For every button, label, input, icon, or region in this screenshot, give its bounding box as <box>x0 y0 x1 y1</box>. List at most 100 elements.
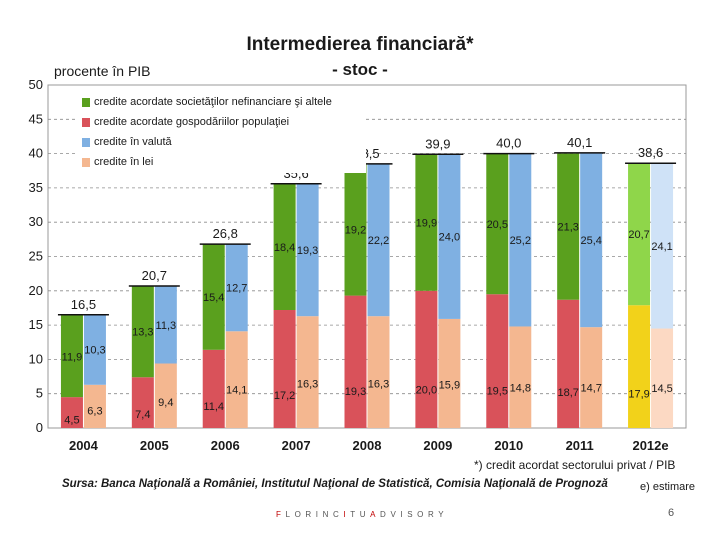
total-label: 26,8 <box>213 226 238 241</box>
bar-label-lei: 16,3 <box>368 378 389 390</box>
bar-label-lei: 14,8 <box>510 382 531 394</box>
y-tick-label: 20 <box>29 283 43 298</box>
bar-label-foreign-currency: 19,3 <box>297 245 318 257</box>
brand-letter: L <box>285 510 295 519</box>
brand-letter: R <box>427 510 439 519</box>
brand-letter: U <box>359 510 371 519</box>
bar-label-nonfinancial: 18,4 <box>274 242 295 254</box>
bar-label-foreign-currency: 22,2 <box>368 235 389 247</box>
page-number: 6 <box>668 507 675 519</box>
x-tick-label: 2004 <box>69 438 99 453</box>
brand-letter: F <box>276 510 286 519</box>
x-tick-label: 2010 <box>494 438 523 453</box>
y-tick-label: 10 <box>29 351 43 366</box>
brand-letter: Y <box>438 510 449 519</box>
bar-label-nonfinancial: 21,3 <box>557 222 578 234</box>
bar-label-households: 20,0 <box>416 385 437 397</box>
bar-nonfinancial <box>486 153 509 295</box>
bar-nonfinancial <box>415 154 438 291</box>
bar-label-nonfinancial: 19,2 <box>345 225 366 237</box>
brand-letter: I <box>343 510 351 519</box>
bar-lei <box>651 328 674 428</box>
bar-label-lei: 9,4 <box>158 397 173 409</box>
bar-lei <box>509 326 532 428</box>
bar-label-lei: 16,3 <box>297 378 318 390</box>
bar-households <box>486 294 509 428</box>
bar-foreign-currency <box>367 163 390 317</box>
bar-label-households: 19,3 <box>345 386 366 398</box>
bar-label-foreign-currency: 11,3 <box>156 320 177 332</box>
brand-letter: V <box>390 510 401 519</box>
bar-nonfinancial <box>131 285 154 378</box>
bar-label-nonfinancial: 15,4 <box>203 292 224 304</box>
bar-label-nonfinancial: 20,7 <box>628 229 649 241</box>
bar-households <box>415 290 438 428</box>
bar-foreign-currency <box>83 314 106 385</box>
bar-label-households: 7,4 <box>135 409 150 421</box>
y-tick-label: 50 <box>29 77 43 92</box>
total-label: 38,6 <box>638 145 663 160</box>
bar-lei <box>580 327 603 428</box>
legend-label: credite în lei <box>94 156 154 168</box>
bar-households <box>628 305 651 428</box>
bar-nonfinancial <box>628 163 651 306</box>
bar-label-foreign-currency: 24,0 <box>439 232 460 244</box>
chart-subtitle: - stoc - <box>332 60 388 79</box>
bar-label-foreign-currency: 25,4 <box>580 235 601 247</box>
bar-foreign-currency <box>296 183 319 317</box>
bar-lei <box>225 331 248 428</box>
bar-label-foreign-currency: 24,1 <box>651 241 672 253</box>
y-tick-label: 30 <box>29 214 43 229</box>
brand-letter: R <box>305 510 316 519</box>
total-label: 39,9 <box>425 136 450 151</box>
brand-letter: I <box>315 510 323 519</box>
bar-label-households: 17,2 <box>274 390 295 402</box>
legend: credite acordate societăţilor nefinancia… <box>76 93 366 173</box>
bar-label-lei: 15,9 <box>439 379 460 391</box>
y-tick-label: 45 <box>29 111 43 126</box>
legend-swatch <box>82 138 90 147</box>
x-tick-label: 2007 <box>282 438 311 453</box>
bar-nonfinancial <box>557 153 580 300</box>
bar-lei <box>83 384 106 428</box>
bar-foreign-currency <box>154 285 177 364</box>
y-tick-label: 25 <box>29 249 43 264</box>
bar-label-households: 11,4 <box>203 401 224 413</box>
total-label: 40,0 <box>496 136 521 151</box>
brand-letter: T <box>350 510 360 519</box>
bar-label-lei: 14,1 <box>226 384 247 396</box>
bar-foreign-currency <box>438 154 461 319</box>
bar-households <box>344 295 367 428</box>
total-label: 20,7 <box>142 268 167 283</box>
x-tick-label: 2009 <box>423 438 452 453</box>
bar-lei <box>296 316 319 428</box>
legend-swatch <box>82 118 90 127</box>
total-label: 40,1 <box>567 135 592 150</box>
bar-label-lei: 14,7 <box>580 383 601 395</box>
total-label: 16,5 <box>71 297 96 312</box>
y-tick-label: 15 <box>29 317 43 332</box>
brand-letter: N <box>322 510 333 519</box>
bar-label-nonfinancial: 11,9 <box>62 351 83 363</box>
legend-label: credite acordate gospodăriilor populaţie… <box>94 116 290 128</box>
y-tick-label: 5 <box>36 386 43 401</box>
x-tick-label: 2008 <box>353 438 382 453</box>
bar-label-foreign-currency: 12,7 <box>226 283 247 295</box>
legend-label: credite în valută <box>94 136 172 148</box>
y-tick-label: 35 <box>29 180 43 195</box>
bar-households <box>131 377 154 428</box>
bar-lei <box>154 363 177 428</box>
bar-foreign-currency <box>651 163 674 329</box>
x-tick-label: 2012e <box>632 438 668 453</box>
x-tick-label: 2006 <box>211 438 240 453</box>
legend-swatch <box>82 158 90 167</box>
legend-label: credite acordate societăţilor nefinancia… <box>94 96 332 108</box>
source-note: Sursa: Banca Naţională a României, Insti… <box>62 478 608 490</box>
x-tick-label: 2011 <box>566 438 594 453</box>
bar-nonfinancial <box>60 315 83 398</box>
bar-label-households: 4,5 <box>64 414 79 426</box>
legend-swatch <box>82 98 90 107</box>
brand-letter: S <box>407 510 418 519</box>
bar-households <box>202 349 225 428</box>
estimate-note: e) estimare <box>640 481 696 493</box>
